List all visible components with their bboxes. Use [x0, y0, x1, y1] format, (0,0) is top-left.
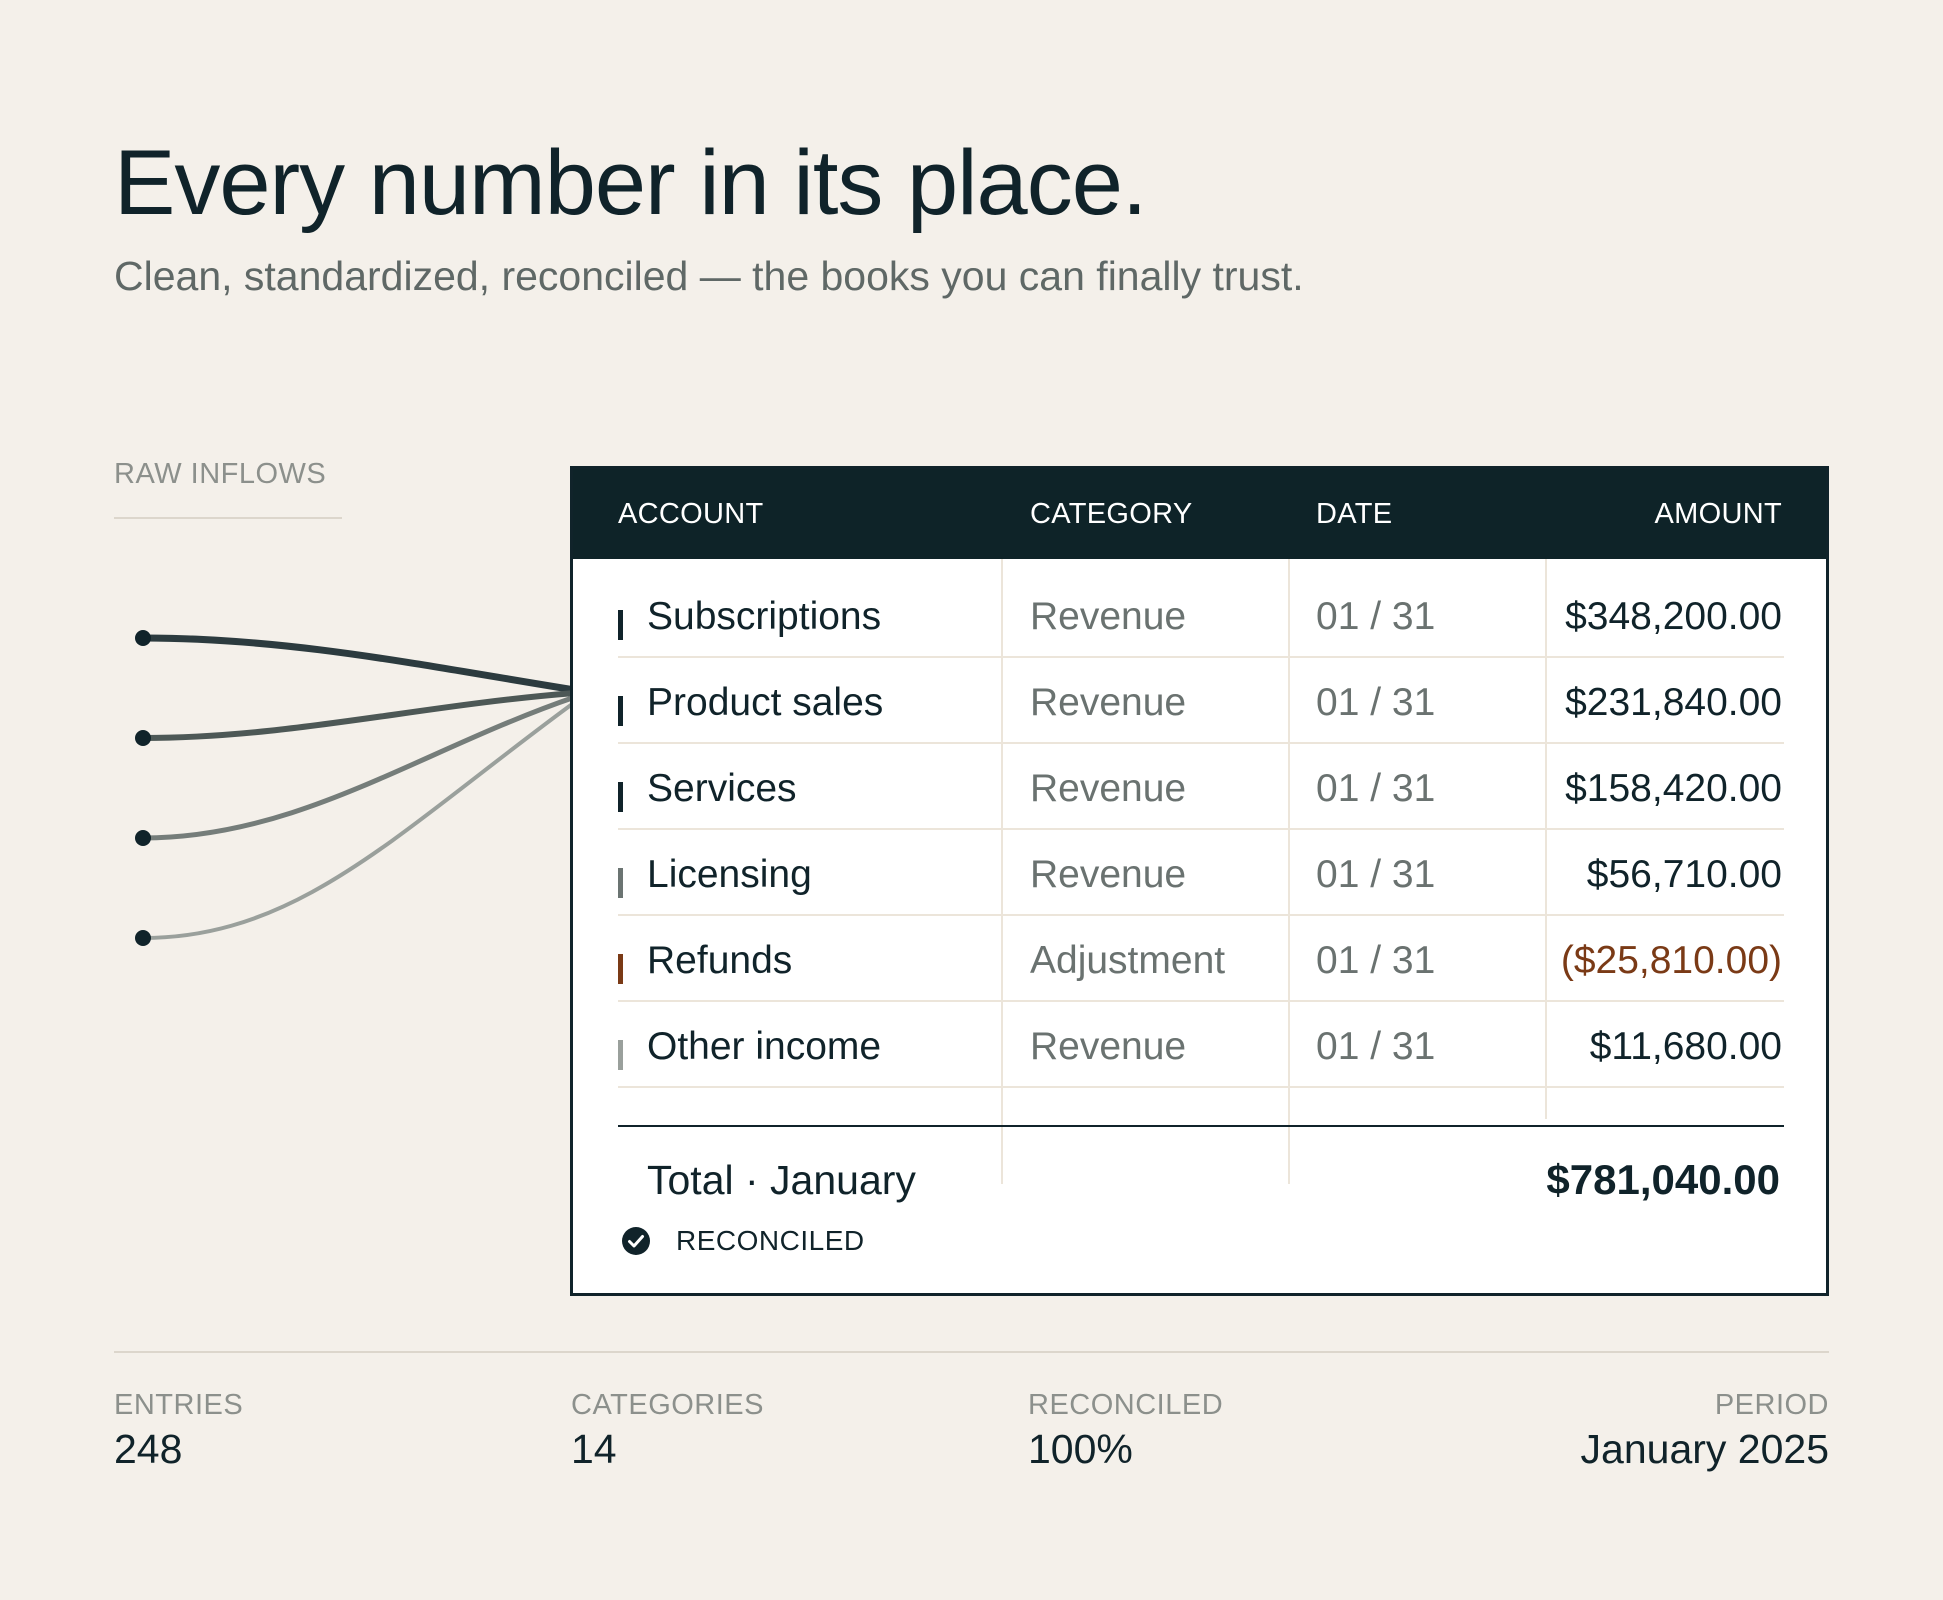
- stat-value: 100%: [1028, 1426, 1133, 1472]
- date-cell: 01 / 31: [1316, 939, 1436, 982]
- account-name: Licensing: [647, 853, 812, 896]
- inflow-lines: [135, 630, 577, 946]
- total-divider: [618, 1125, 1784, 1127]
- category-cell: Revenue: [1030, 681, 1187, 724]
- stat-value: January 2025: [1580, 1426, 1829, 1472]
- amount-cell: $11,680.00: [1589, 1025, 1782, 1068]
- raw-inflows-label: RAW INFLOWS: [114, 458, 327, 490]
- row-marker: [618, 610, 623, 640]
- table-row: Product sales Revenue 01 / 31 $231,840.0…: [573, 658, 1826, 744]
- inflow-line: [142, 634, 576, 694]
- row-divider: [618, 914, 1784, 916]
- total-amount: $781,040.00: [1546, 1156, 1780, 1203]
- row-divider: [618, 1000, 1784, 1002]
- category-cell: Adjustment: [1030, 939, 1226, 982]
- amount-cell: $158,420.00: [1565, 767, 1782, 810]
- account-name: Refunds: [647, 939, 793, 982]
- account-name: Other income: [647, 1025, 882, 1068]
- row-divider: [618, 742, 1784, 744]
- table-row: Licensing Revenue 01 / 31 $56,710.00: [573, 830, 1826, 916]
- table-row: Other income Revenue 01 / 31 $11,680.00: [573, 1002, 1826, 1088]
- column-divider: [1001, 559, 1003, 1184]
- stat-value: 14: [571, 1426, 617, 1472]
- amount-cell: $348,200.00: [1565, 595, 1782, 638]
- row-marker: [618, 1040, 623, 1070]
- amount-cell: $56,710.00: [1586, 853, 1782, 896]
- row-divider: [618, 1086, 1784, 1088]
- stat-label: CATEGORIES: [571, 1389, 764, 1421]
- inflow-source-dot: [135, 630, 151, 646]
- stat-categories: CATEGORIES 14: [571, 1388, 764, 1474]
- category-cell: Revenue: [1030, 767, 1187, 810]
- stat-label: RECONCILED: [1028, 1389, 1224, 1421]
- amount-cell: ($25,810.00): [1560, 939, 1782, 982]
- row-marker: [618, 696, 623, 726]
- category-cell: Revenue: [1030, 853, 1187, 896]
- table-row: Refunds Adjustment 01 / 31 ($25,810.00): [573, 916, 1826, 1002]
- table-row: Subscriptions Revenue 01 / 31 $348,200.0…: [573, 572, 1826, 658]
- column-header-category: CATEGORY: [1030, 498, 1193, 530]
- total-label: Total · January: [647, 1157, 916, 1203]
- inflow-source-dot: [135, 930, 151, 946]
- row-marker: [618, 954, 623, 984]
- stat-label: ENTRIES: [114, 1389, 244, 1421]
- raw-inflows-divider: [114, 517, 342, 519]
- date-cell: 01 / 31: [1316, 767, 1436, 810]
- row-divider: [618, 828, 1784, 830]
- column-divider: [1545, 559, 1547, 1119]
- stat-period: PERIOD January 2025: [1581, 1388, 1829, 1474]
- inflow-line: [142, 700, 577, 940]
- page-title: Every number in its place.: [114, 132, 1147, 234]
- footer-divider: [114, 1351, 1829, 1353]
- account-name: Services: [647, 767, 797, 810]
- check-circle-icon: [622, 1227, 650, 1255]
- column-header-account: ACCOUNT: [618, 498, 764, 530]
- date-cell: 01 / 31: [1316, 1025, 1436, 1068]
- category-cell: Revenue: [1030, 595, 1187, 638]
- stat-entries: ENTRIES 248: [114, 1388, 243, 1474]
- account-name: Product sales: [647, 681, 884, 724]
- account-name: Subscriptions: [647, 595, 882, 638]
- row-marker: [618, 782, 623, 812]
- date-cell: 01 / 31: [1316, 853, 1436, 896]
- category-cell: Revenue: [1030, 1025, 1187, 1068]
- ledger-header: ACCOUNT CATEGORY DATE AMOUNT: [573, 469, 1826, 559]
- column-header-date: DATE: [1316, 498, 1393, 530]
- stat-value: 248: [114, 1426, 183, 1472]
- inflow-line: [142, 694, 576, 841]
- inflow-source-dot: [135, 830, 151, 846]
- row-marker: [618, 868, 623, 898]
- column-header-amount: AMOUNT: [1654, 498, 1782, 530]
- ledger-card: ACCOUNT CATEGORY DATE AMOUNT Subscriptio…: [570, 466, 1829, 1296]
- date-cell: 01 / 31: [1316, 595, 1436, 638]
- reconciled-status: RECONCILED: [676, 1225, 865, 1256]
- page-subtitle: Clean, standardized, reconciled — the bo…: [114, 253, 1304, 299]
- stat-reconciled: RECONCILED 100%: [1028, 1388, 1223, 1474]
- date-cell: 01 / 31: [1316, 681, 1436, 724]
- inflow-source-dot: [135, 730, 151, 746]
- amount-cell: $231,840.00: [1565, 681, 1782, 724]
- stat-label: PERIOD: [1714, 1389, 1829, 1421]
- column-divider: [1288, 559, 1290, 1184]
- table-row: Services Revenue 01 / 31 $158,420.00: [573, 744, 1826, 830]
- row-divider: [618, 656, 1784, 658]
- inflow-line: [142, 690, 576, 741]
